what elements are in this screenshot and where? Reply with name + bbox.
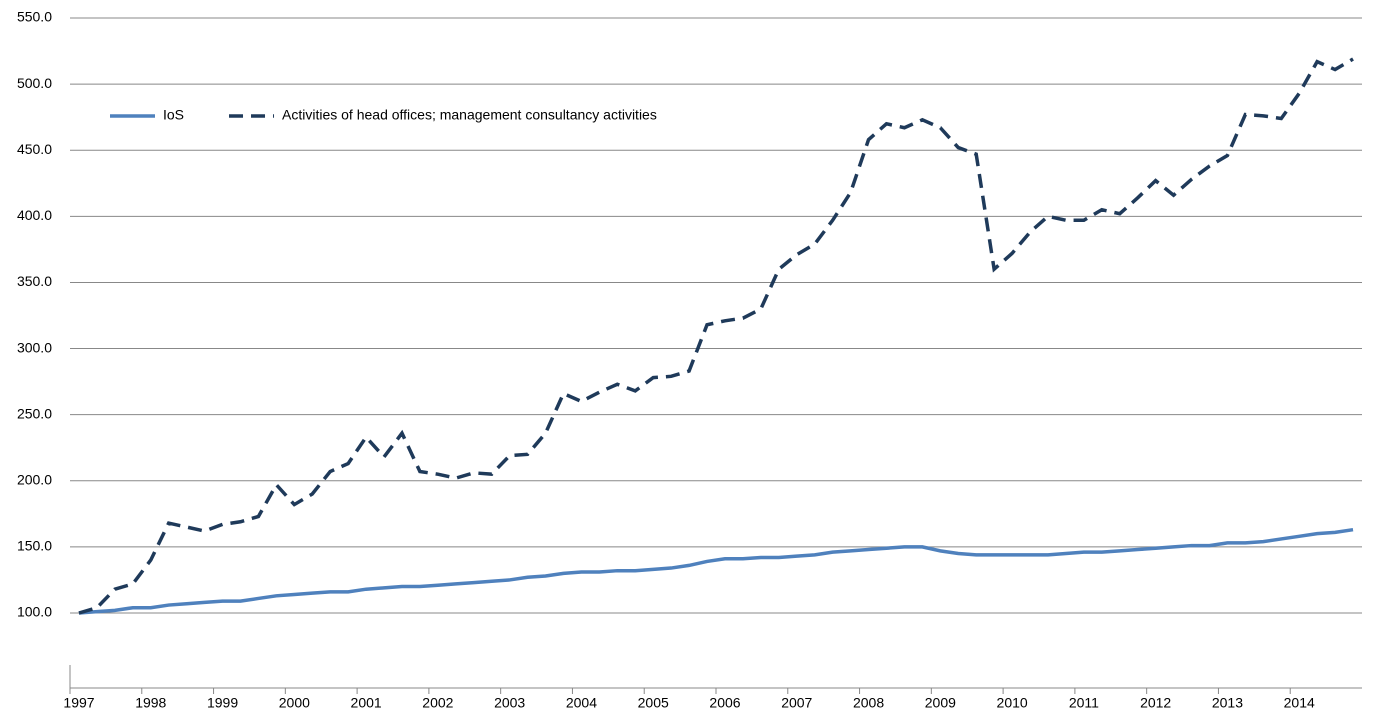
x-tick-label: 2008 bbox=[853, 695, 884, 711]
x-tick-label: 2004 bbox=[566, 695, 597, 711]
x-tick-label: 2000 bbox=[279, 695, 310, 711]
y-tick-label: 500.0 bbox=[17, 75, 52, 91]
y-tick-label: 450.0 bbox=[17, 141, 52, 157]
x-tick-label: 2001 bbox=[351, 695, 382, 711]
x-tick-label: 2010 bbox=[997, 695, 1028, 711]
y-tick-label: 250.0 bbox=[17, 405, 52, 421]
series-line bbox=[78, 527, 1354, 615]
y-tick-label: 350.0 bbox=[17, 273, 52, 289]
x-tick-label: 1998 bbox=[135, 695, 166, 711]
x-tick-label: 2009 bbox=[925, 695, 956, 711]
legend-label: IoS bbox=[163, 107, 184, 123]
y-tick-label: 200.0 bbox=[17, 471, 52, 487]
x-tick-label: 2011 bbox=[1069, 695, 1099, 711]
x-tick-label: 1999 bbox=[207, 695, 238, 711]
x-tick-label: 2012 bbox=[1140, 695, 1171, 711]
y-tick-label: 550.0 bbox=[17, 9, 52, 25]
y-tick-label: 400.0 bbox=[17, 207, 52, 223]
x-tick-label: 2013 bbox=[1212, 695, 1243, 711]
x-tick-label: 2003 bbox=[494, 695, 525, 711]
y-tick-label: 300.0 bbox=[17, 339, 52, 355]
y-tick-label: 100.0 bbox=[17, 604, 52, 620]
x-tick-label: 2007 bbox=[781, 695, 812, 711]
x-tick-label: 2005 bbox=[638, 695, 669, 711]
x-tick-label: 1997 bbox=[63, 695, 94, 711]
x-tick-label: 2014 bbox=[1284, 695, 1315, 711]
series-line bbox=[78, 57, 1354, 615]
y-tick-label: 150.0 bbox=[17, 538, 52, 554]
x-tick-label: 2006 bbox=[709, 695, 740, 711]
x-tick-label: 2002 bbox=[422, 695, 453, 711]
legend-label: Activities of head offices; management c… bbox=[282, 107, 657, 123]
